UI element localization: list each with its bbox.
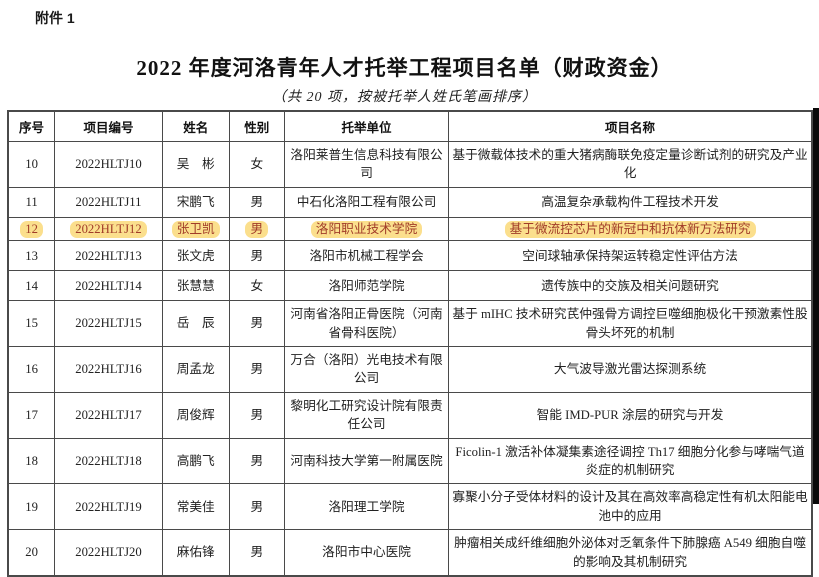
cell-code: 2022HLTJ14 (54, 270, 163, 302)
cell-project: 大气波导激光雷达探测系统 (448, 346, 813, 393)
cell-project: 智能 IMD-PUR 涂层的研究与开发 (448, 391, 813, 439)
cell-project: 空间球轴承保持架运转稳定性评估方法 (448, 240, 813, 272)
table-row: 10 2022HLTJ10 吴 彬女洛阳莱普生信息科技有限公司 基于微载体技术的重大猪… (7, 141, 813, 188)
column-header-4: 托举单位 (284, 110, 450, 142)
highlight-annotation: 12 (20, 220, 43, 238)
cell-no: 11 (7, 186, 56, 218)
column-header-5: 项目名称 (448, 110, 813, 142)
cell-no: 13 (7, 240, 56, 272)
cell-gender: 女 (228, 141, 286, 188)
cell-no: 18 (7, 437, 56, 485)
cell-project: 寡聚小分子受体材料的设计及其在高效率高稳定性有机太阳能电池中的应用 (448, 483, 813, 531)
cell-name: 张文虎 (161, 240, 230, 272)
cell-project: 高温复杂承载构件工程技术开发 (448, 186, 813, 218)
column-header-0: 序号 (7, 110, 56, 142)
table-header-row: 序号 项目编号 姓名 性别 托举单位 项目名称 (7, 110, 813, 142)
cell-unit: 河南科技大学第一附属医院 (284, 437, 450, 485)
cell-name: 周孟龙 (161, 346, 230, 393)
cell-name: 张卫凯 (161, 216, 230, 242)
cell-project: 基于微流控芯片的新冠中和抗体新方法研究 (448, 216, 813, 242)
cell-code: 2022HLTJ15 (54, 300, 163, 348)
table-row: 19 2022HLTJ19 常美佳男洛阳理工学院 寡聚小分子受体材料的设计及其在高效率… (7, 483, 813, 531)
cell-project: Ficolin-1 激活补体凝集素途径调控 Th17 细胞分化参与哮喘气道炎症的… (448, 437, 813, 485)
highlight-annotation: 张卫凯 (171, 220, 220, 238)
cell-project: 基于微载体技术的重大猪病酶联免疫定量诊断试剂的研究及产业化 (448, 141, 813, 188)
cell-no: 20 (7, 529, 56, 577)
cell-unit: 洛阳市机械工程学会 (284, 240, 450, 272)
cell-no: 19 (7, 483, 56, 531)
cell-unit: 洛阳莱普生信息科技有限公司 (284, 141, 450, 188)
cell-unit: 洛阳市中心医院 (284, 529, 450, 577)
cell-gender: 男 (228, 240, 286, 272)
cell-name: 周俊辉 (161, 391, 230, 439)
table-row: 14 2022HLTJ14 张慧慧女洛阳师范学院 遗传族中的交族及相关问题研究 (7, 270, 813, 302)
projects-table: 序号 项目编号 姓名 性别 托举单位 项目名称 10 2022HLTJ10 吴 彬女洛阳莱普生… (7, 110, 813, 577)
cell-gender: 男 (228, 300, 286, 348)
cell-name: 高鹏飞 (161, 437, 230, 485)
table-row: 12 2022HLTJ12 张卫凯 男 洛阳职业技术学院 基于微流控芯片的新冠中和抗体新方… (7, 216, 813, 242)
cell-code: 2022HLTJ18 (54, 437, 163, 485)
scan-artifact-edge (813, 108, 819, 504)
cell-project: 基于 mIHC 技术研究芪仲强骨方调控巨噬细胞极化干预激素性股骨头坏死的机制 (448, 300, 813, 348)
cell-no: 10 (7, 141, 56, 188)
cell-unit: 黎明化工研究设计院有限责任公司 (284, 391, 450, 439)
cell-gender: 男 (228, 216, 286, 242)
highlight-annotation: 男 (245, 220, 269, 238)
table-row: 15 2022HLTJ15 岳 辰男河南省洛阳正骨医院（河南省骨科医院） 基于 mIH… (7, 300, 813, 348)
highlight-annotation: 2022HLTJ12 (70, 220, 147, 238)
cell-name: 常美佳 (161, 483, 230, 531)
cell-name: 张慧慧 (161, 270, 230, 302)
cell-no: 17 (7, 391, 56, 439)
cell-unit: 洛阳理工学院 (284, 483, 450, 531)
page-title: 2022 年度河洛青年人才托举工程项目名单（财政资金） (136, 56, 673, 80)
table-row: 13 2022HLTJ13 张文虎男洛阳市机械工程学会 空间球轴承保持架运转稳定性评估… (7, 240, 813, 272)
column-header-2: 姓名 (161, 110, 230, 142)
cell-name: 岳 辰 (161, 300, 230, 348)
cell-gender: 男 (228, 529, 286, 577)
cell-project: 肿瘤相关成纤维细胞外泌体对乏氧条件下肺腺癌 A549 细胞自噬的影响及其机制研究 (448, 529, 813, 577)
cell-code: 2022HLTJ13 (54, 240, 163, 272)
cell-unit: 中石化洛阳工程有限公司 (284, 186, 450, 218)
cell-code: 2022HLTJ20 (54, 529, 163, 577)
cell-no: 15 (7, 300, 56, 348)
cell-unit: 万合（洛阳）光电技术有限公司 (284, 346, 450, 393)
column-header-3: 性别 (228, 110, 286, 142)
cell-gender: 男 (228, 483, 286, 531)
attachment-label: 附件 1 (35, 10, 75, 26)
cell-no: 14 (7, 270, 56, 302)
table-row: 20 2022HLTJ20 麻佑锋男洛阳市中心医院 肿瘤相关成纤维细胞外泌体对乏氧条件… (7, 529, 813, 577)
cell-code: 2022HLTJ17 (54, 391, 163, 439)
cell-gender: 男 (228, 346, 286, 393)
column-header-1: 项目编号 (54, 110, 163, 142)
highlight-annotation: 基于微流控芯片的新冠中和抗体新方法研究 (504, 220, 756, 238)
cell-gender: 男 (228, 437, 286, 485)
cell-unit: 洛阳师范学院 (284, 270, 450, 302)
cell-code: 2022HLTJ11 (54, 186, 163, 218)
cell-name: 吴 彬 (161, 141, 230, 188)
cell-code: 2022HLTJ10 (54, 141, 163, 188)
table-row: 11 2022HLTJ11 宋鹏飞男中石化洛阳工程有限公司 高温复杂承载构件工程技术开… (7, 186, 813, 218)
page-subtitle: （共 20 项，按被托举人姓氏笔画排序） (272, 90, 537, 105)
cell-code: 2022HLTJ16 (54, 346, 163, 393)
cell-name: 宋鹏飞 (161, 186, 230, 218)
cell-no: 12 (7, 216, 56, 242)
cell-gender: 男 (228, 391, 286, 439)
cell-code: 2022HLTJ19 (54, 483, 163, 531)
cell-no: 16 (7, 346, 56, 393)
table-row: 16 2022HLTJ16 周孟龙男万合（洛阳）光电技术有限公司 大气波导激光雷达探测… (7, 346, 813, 393)
table-body: 10 2022HLTJ10 吴 彬女洛阳莱普生信息科技有限公司 基于微载体技术的重大猪… (7, 141, 813, 577)
cell-unit: 洛阳职业技术学院 (284, 216, 450, 242)
cell-gender: 男 (228, 186, 286, 218)
cell-unit: 河南省洛阳正骨医院（河南省骨科医院） (284, 300, 450, 348)
highlight-annotation: 洛阳职业技术学院 (310, 220, 423, 238)
cell-gender: 女 (228, 270, 286, 302)
cell-project: 遗传族中的交族及相关问题研究 (448, 270, 813, 302)
table-row: 18 2022HLTJ18 高鹏飞男河南科技大学第一附属医院 Ficolin-1 激活… (7, 437, 813, 485)
cell-name: 麻佑锋 (161, 529, 230, 577)
cell-code: 2022HLTJ12 (54, 216, 163, 242)
table-row: 17 2022HLTJ17 周俊辉男黎明化工研究设计院有限责任公司 智能 IMD-PU… (7, 391, 813, 439)
